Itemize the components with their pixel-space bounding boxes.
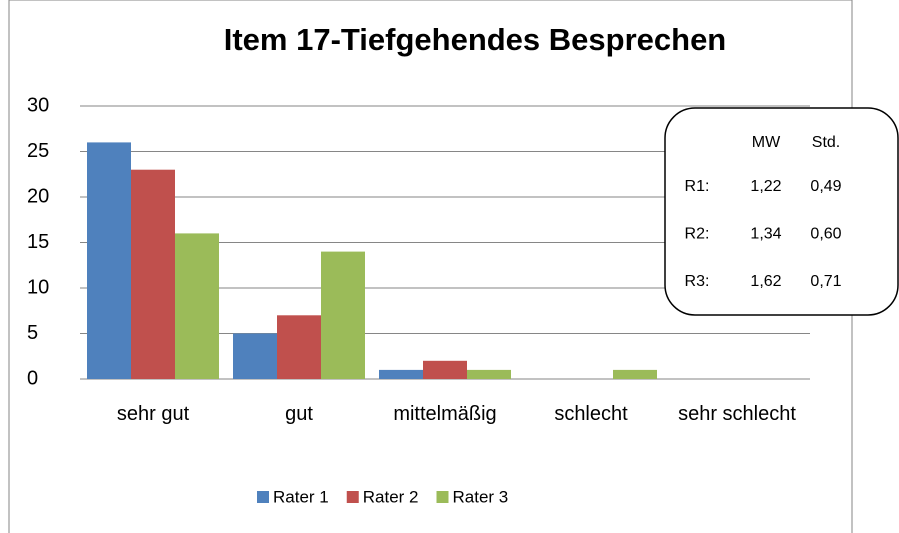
legend-swatch <box>346 491 359 503</box>
x-tick-label-box: schlecht <box>554 403 628 425</box>
stats-cell: R1: <box>685 178 710 195</box>
x-tick-label-box: sehr gut <box>116 403 190 425</box>
x-tick-label: mittelmäßig <box>393 403 497 425</box>
y-tick-label: 15 <box>27 231 49 253</box>
stats-header: Std. <box>812 134 840 151</box>
bar <box>131 169 175 379</box>
bar <box>423 360 467 379</box>
y-tick-label: 25 <box>27 140 49 162</box>
stats-cell: 0,71 <box>810 273 841 290</box>
bar <box>175 233 219 379</box>
bar <box>87 142 131 379</box>
x-tick-label-box: gut <box>285 403 313 425</box>
y-tick-label: 5 <box>27 322 38 344</box>
legend-label: Rater 3 <box>453 487 509 506</box>
y-tick-label: 0 <box>27 367 38 389</box>
bar <box>613 369 657 379</box>
x-tick-label: sehr gut <box>116 403 190 425</box>
chart-title: Item 17-Tiefgehendes Besprechen <box>224 22 727 57</box>
bar <box>277 315 321 379</box>
stats-cell: 0,60 <box>810 226 841 243</box>
y-tick-label: 10 <box>27 276 49 298</box>
legend-label: Rater 2 <box>363 487 419 506</box>
stats-cell: 1,34 <box>750 226 781 243</box>
stats-cell: 0,49 <box>810 178 841 195</box>
y-tick-label: 30 <box>27 94 49 116</box>
bar <box>321 251 365 379</box>
stats-header: MW <box>752 134 781 151</box>
y-tick-label: 20 <box>27 185 49 207</box>
legend-swatch <box>257 491 269 503</box>
stats-box <box>664 107 899 316</box>
x-tick-label: gut <box>285 403 313 425</box>
x-tick-label: sehr schlecht <box>678 403 796 425</box>
x-tick-label-box: sehr schlecht <box>678 403 796 425</box>
bar <box>233 333 277 379</box>
bar <box>467 369 511 379</box>
x-tick-label-box: mittelmäßig <box>393 403 497 425</box>
stats-cell: R3: <box>685 273 710 290</box>
legend-swatch <box>436 491 449 503</box>
bar <box>379 369 423 379</box>
stats-cell: 1,22 <box>750 178 781 195</box>
legend-label: Rater 1 <box>273 487 329 506</box>
x-tick-label: schlecht <box>554 403 628 425</box>
stats-cell: 1,62 <box>750 273 781 290</box>
stats-cell: R2: <box>685 226 710 243</box>
